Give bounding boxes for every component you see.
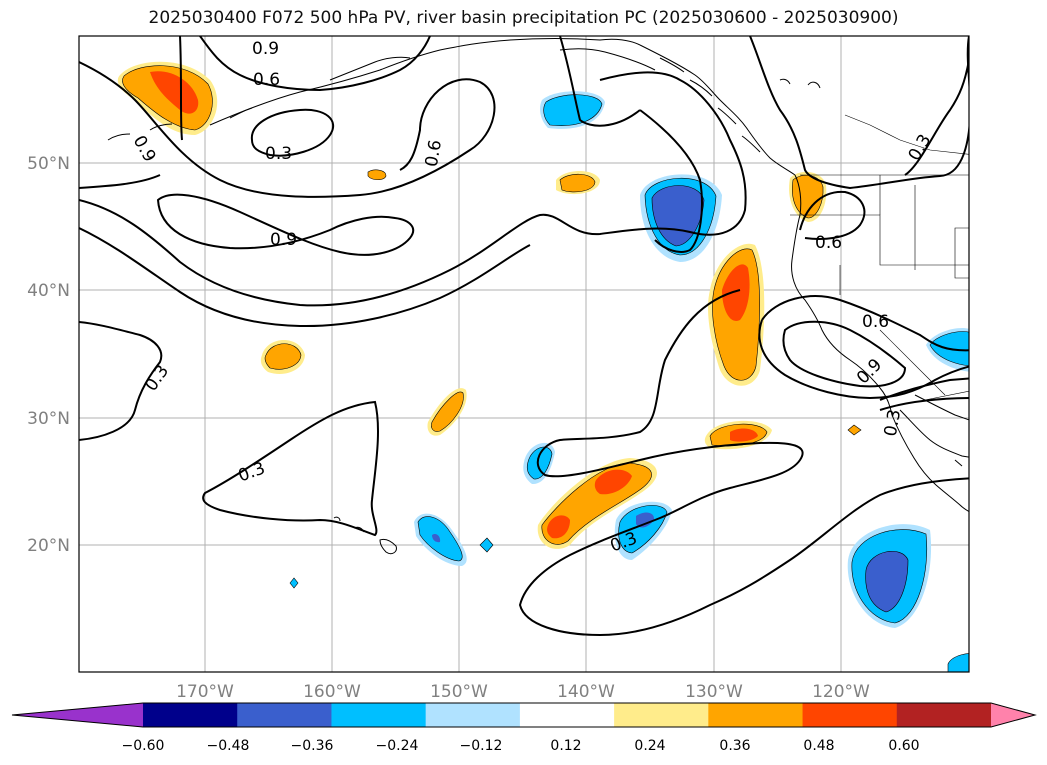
colorbar-tick: 0.48 — [803, 738, 834, 754]
colorbar-cell — [143, 703, 238, 727]
lon-label: 120°W — [812, 682, 870, 702]
contour-label: 0.6 — [422, 138, 446, 168]
colorbar-extend-low — [12, 703, 143, 727]
colorbar-ticks: −0.60 −0.48 −0.36 −0.24 −0.12 0.12 0.24 … — [122, 738, 920, 754]
contour-label: 0.6 — [862, 312, 889, 332]
map-panel — [79, 36, 969, 672]
shade-positive — [730, 428, 758, 442]
colorbar-extend-high — [991, 703, 1035, 727]
colorbar-cell — [237, 703, 332, 727]
shade-positive — [847, 424, 862, 436]
lon-label: 150°W — [430, 682, 488, 702]
shade-positive — [150, 71, 199, 114]
lat-label: 20°N — [27, 536, 70, 556]
shade-positive — [431, 391, 464, 432]
lat-label: 30°N — [27, 409, 70, 429]
precip-shading — [117, 61, 969, 672]
colorbar-tick: 0.24 — [634, 738, 665, 754]
shade-positive — [559, 173, 596, 193]
shade-negative — [865, 551, 909, 613]
shade-negative — [432, 533, 441, 543]
lon-label: 160°W — [303, 682, 361, 702]
colorbar-cell — [614, 703, 709, 727]
shade-negative — [417, 516, 463, 562]
contour-label: 0.3 — [881, 408, 905, 438]
colorbar-tick: 0.12 — [550, 738, 581, 754]
colorbar-tick: −0.48 — [207, 738, 250, 754]
shade-negative — [636, 512, 655, 528]
colorbar-tick: −0.24 — [376, 738, 419, 754]
lon-label: 140°W — [557, 682, 615, 702]
shade-negative — [479, 537, 494, 553]
colorbar-tick: 0.60 — [888, 738, 919, 754]
lon-label: 130°W — [685, 682, 743, 702]
colorbar-cell — [896, 703, 992, 727]
map-title: 2025030400 F072 500 hPa PV, river basin … — [148, 8, 899, 28]
shade-negative — [289, 577, 299, 589]
colorbar-tick: −0.12 — [460, 738, 503, 754]
contour-label: 0.6 — [253, 70, 280, 90]
contour-label: 0.9 — [252, 39, 279, 59]
shade-positive — [594, 469, 632, 495]
lon-label: 170°W — [176, 682, 234, 702]
shade-negative — [947, 653, 969, 672]
shade-positive — [722, 264, 750, 321]
colorbar-cell — [331, 703, 427, 727]
lat-label: 40°N — [27, 281, 70, 301]
colorbar-cell — [802, 703, 898, 727]
shade-negative — [526, 446, 553, 480]
colorbar: −0.60 −0.48 −0.36 −0.24 −0.12 0.12 0.24 … — [11, 702, 1037, 754]
political-boundaries — [790, 114, 969, 406]
colorbar-cell — [425, 703, 521, 727]
colorbar-tick: −0.36 — [291, 738, 334, 754]
map-frame — [78, 35, 970, 673]
contour-labels: 0.9 0.6 0.9 0.3 0.6 0.9 0.3 0.3 0.3 0.6 … — [129, 39, 936, 556]
lat-label: 50°N — [27, 154, 70, 174]
shade-positive — [367, 169, 387, 181]
axis-labels: 170°W 160°W 150°W 140°W 130°W 120°W 50°N… — [27, 154, 870, 702]
pv-contours — [79, 36, 969, 637]
contour-label: 0.6 — [815, 233, 842, 253]
colorbar-tick: 0.36 — [719, 738, 750, 754]
colorbar-cell — [708, 703, 804, 727]
contour-label: 0.3 — [265, 144, 292, 164]
shade-positive — [547, 515, 570, 539]
shade-positive — [264, 343, 302, 370]
colorbar-cell — [519, 703, 615, 727]
shade-negative — [618, 505, 668, 554]
contour-label: 0.9 — [270, 230, 297, 250]
colorbar-outline — [11, 702, 1037, 728]
map-gridlines — [79, 36, 969, 672]
shade-negative — [543, 94, 603, 126]
coastlines — [107, 38, 969, 555]
colorbar-tick: −0.60 — [122, 738, 165, 754]
